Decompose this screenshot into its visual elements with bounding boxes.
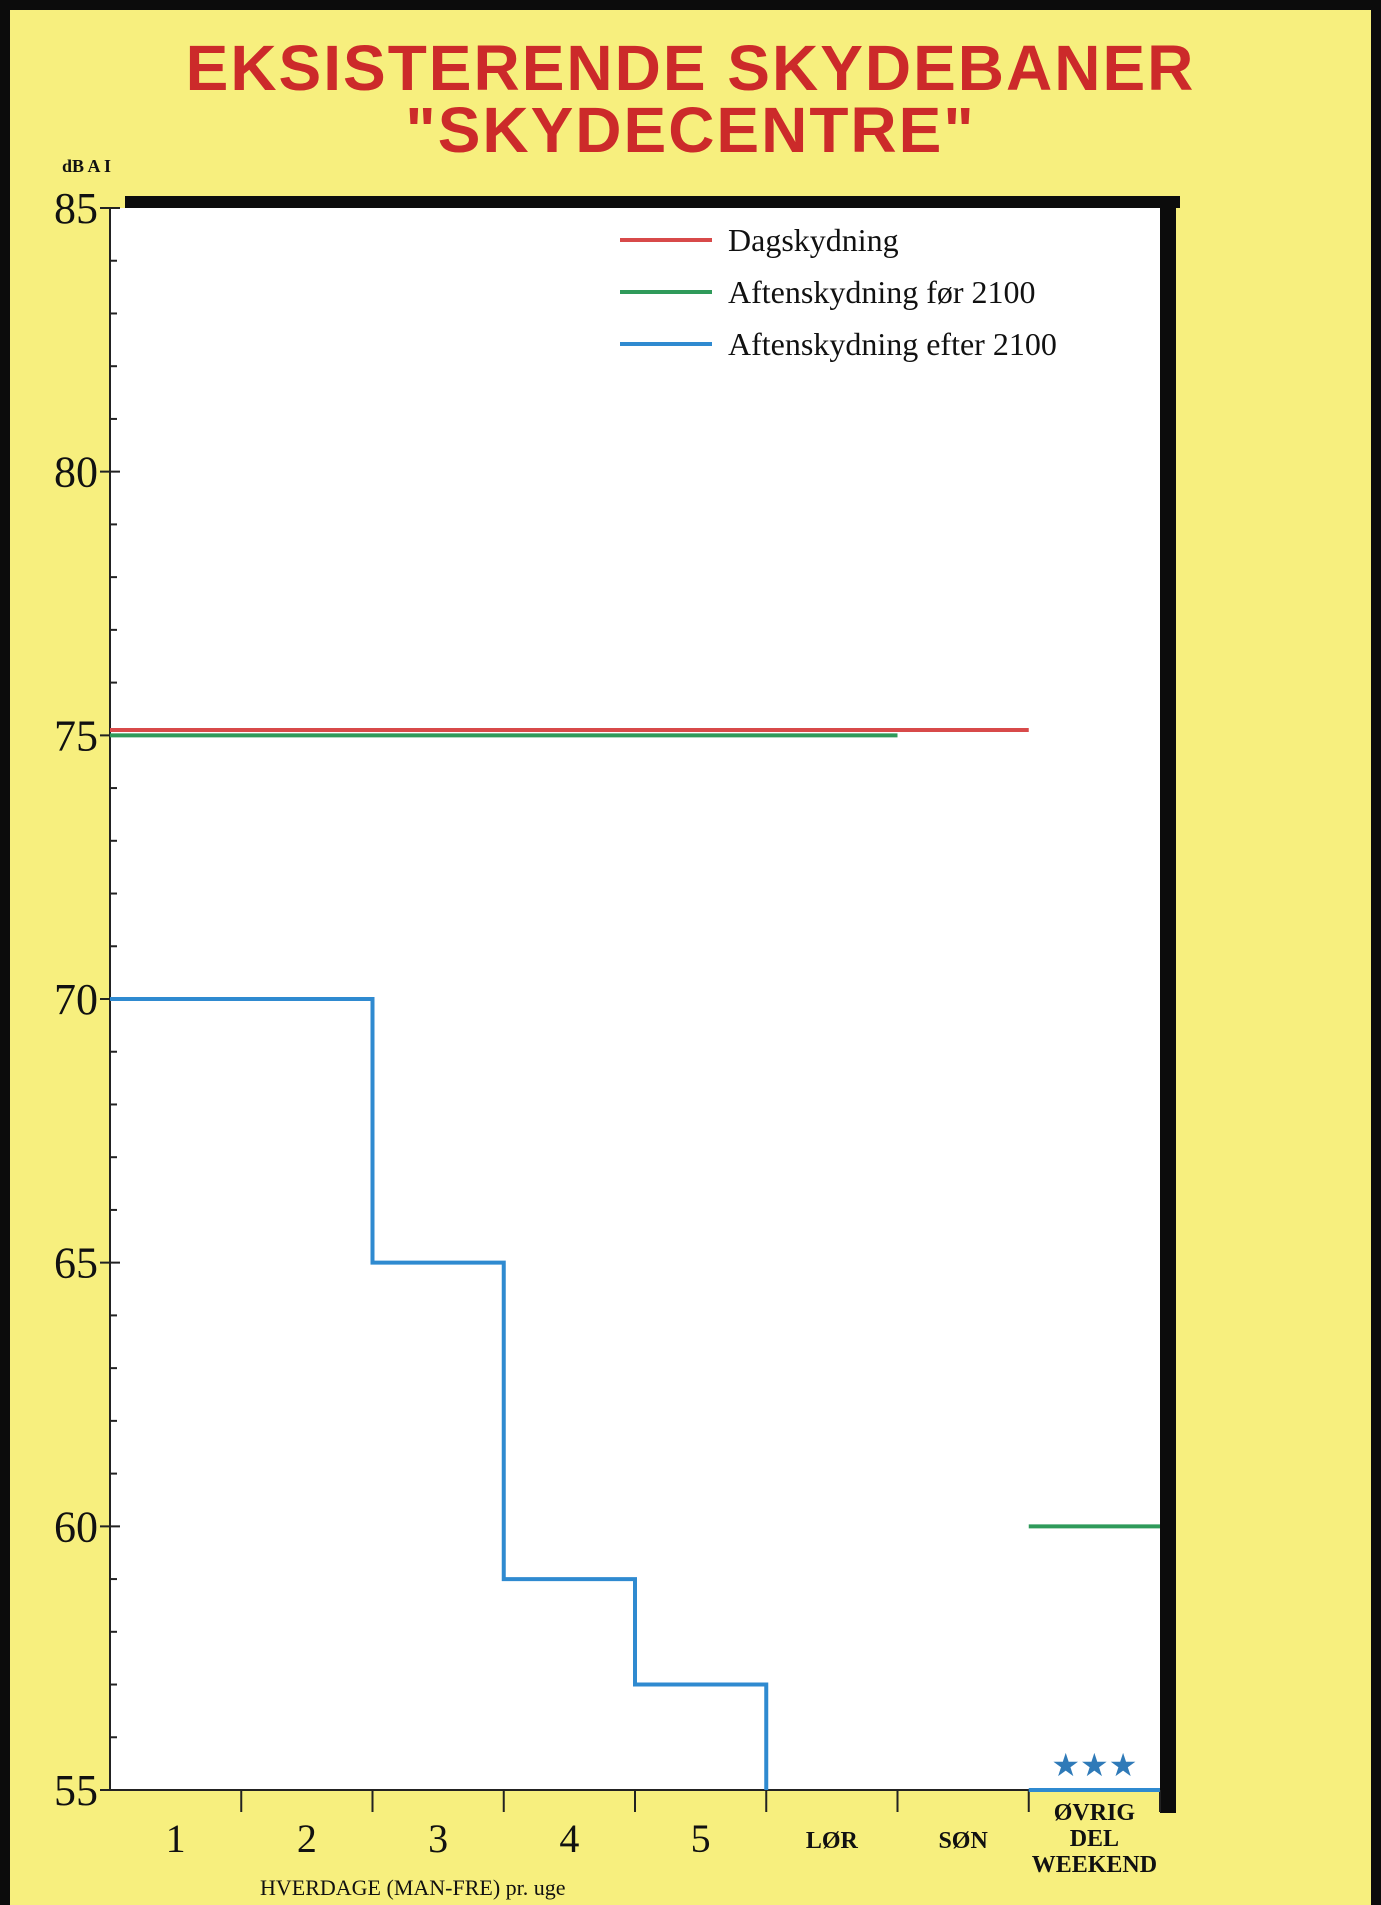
y-tick-label: 55 <box>54 1766 98 1815</box>
chart-title-line1: EKSISTERENDE SKYDEBANER <box>185 32 1196 104</box>
legend-label-2: Aftenskydning før 2100 <box>728 274 1036 310</box>
y-tick-label: 70 <box>54 975 98 1024</box>
frame-right-bar <box>1160 196 1176 1813</box>
y-tick-label: 60 <box>54 1502 98 1551</box>
x-category-label: 1 <box>166 1816 186 1861</box>
y-tick-label: 65 <box>54 1239 98 1288</box>
x-category-label: SØN <box>938 1828 988 1854</box>
y-tick-label: 75 <box>54 711 98 760</box>
x-category-label: 2 <box>297 1816 317 1861</box>
x-category-label: 3 <box>428 1816 448 1861</box>
x-category-label: 5 <box>691 1816 711 1861</box>
series-group: ★★★ <box>110 728 1160 1792</box>
frame-top-bar <box>125 196 1180 208</box>
y-tick-label: 85 <box>54 184 98 233</box>
plot-frame <box>110 196 1180 1813</box>
legend-label-1: Dagskydning <box>728 222 899 258</box>
chart-title-line2: "SKYDECENTRE" <box>405 94 976 166</box>
series-3-line <box>110 997 769 1790</box>
y-tick-label: 80 <box>54 448 98 497</box>
y-axis-label: dB A I <box>62 156 111 176</box>
x-axis-label: HVERDAGE (MAN-FRE) pr. uge <box>260 1875 566 1900</box>
legend-label-3: Aftenskydning efter 2100 <box>728 326 1057 362</box>
star-annotation: ★★★ <box>1051 1746 1137 1784</box>
x-category-label: LØR <box>806 1828 859 1854</box>
legend: Dagskydning Aftenskydning før 2100 Aftensk… <box>620 222 1057 362</box>
x-category-label: ØVRIG DEL WEEKEND <box>1032 1800 1157 1878</box>
x-category-label: 4 <box>559 1816 579 1861</box>
